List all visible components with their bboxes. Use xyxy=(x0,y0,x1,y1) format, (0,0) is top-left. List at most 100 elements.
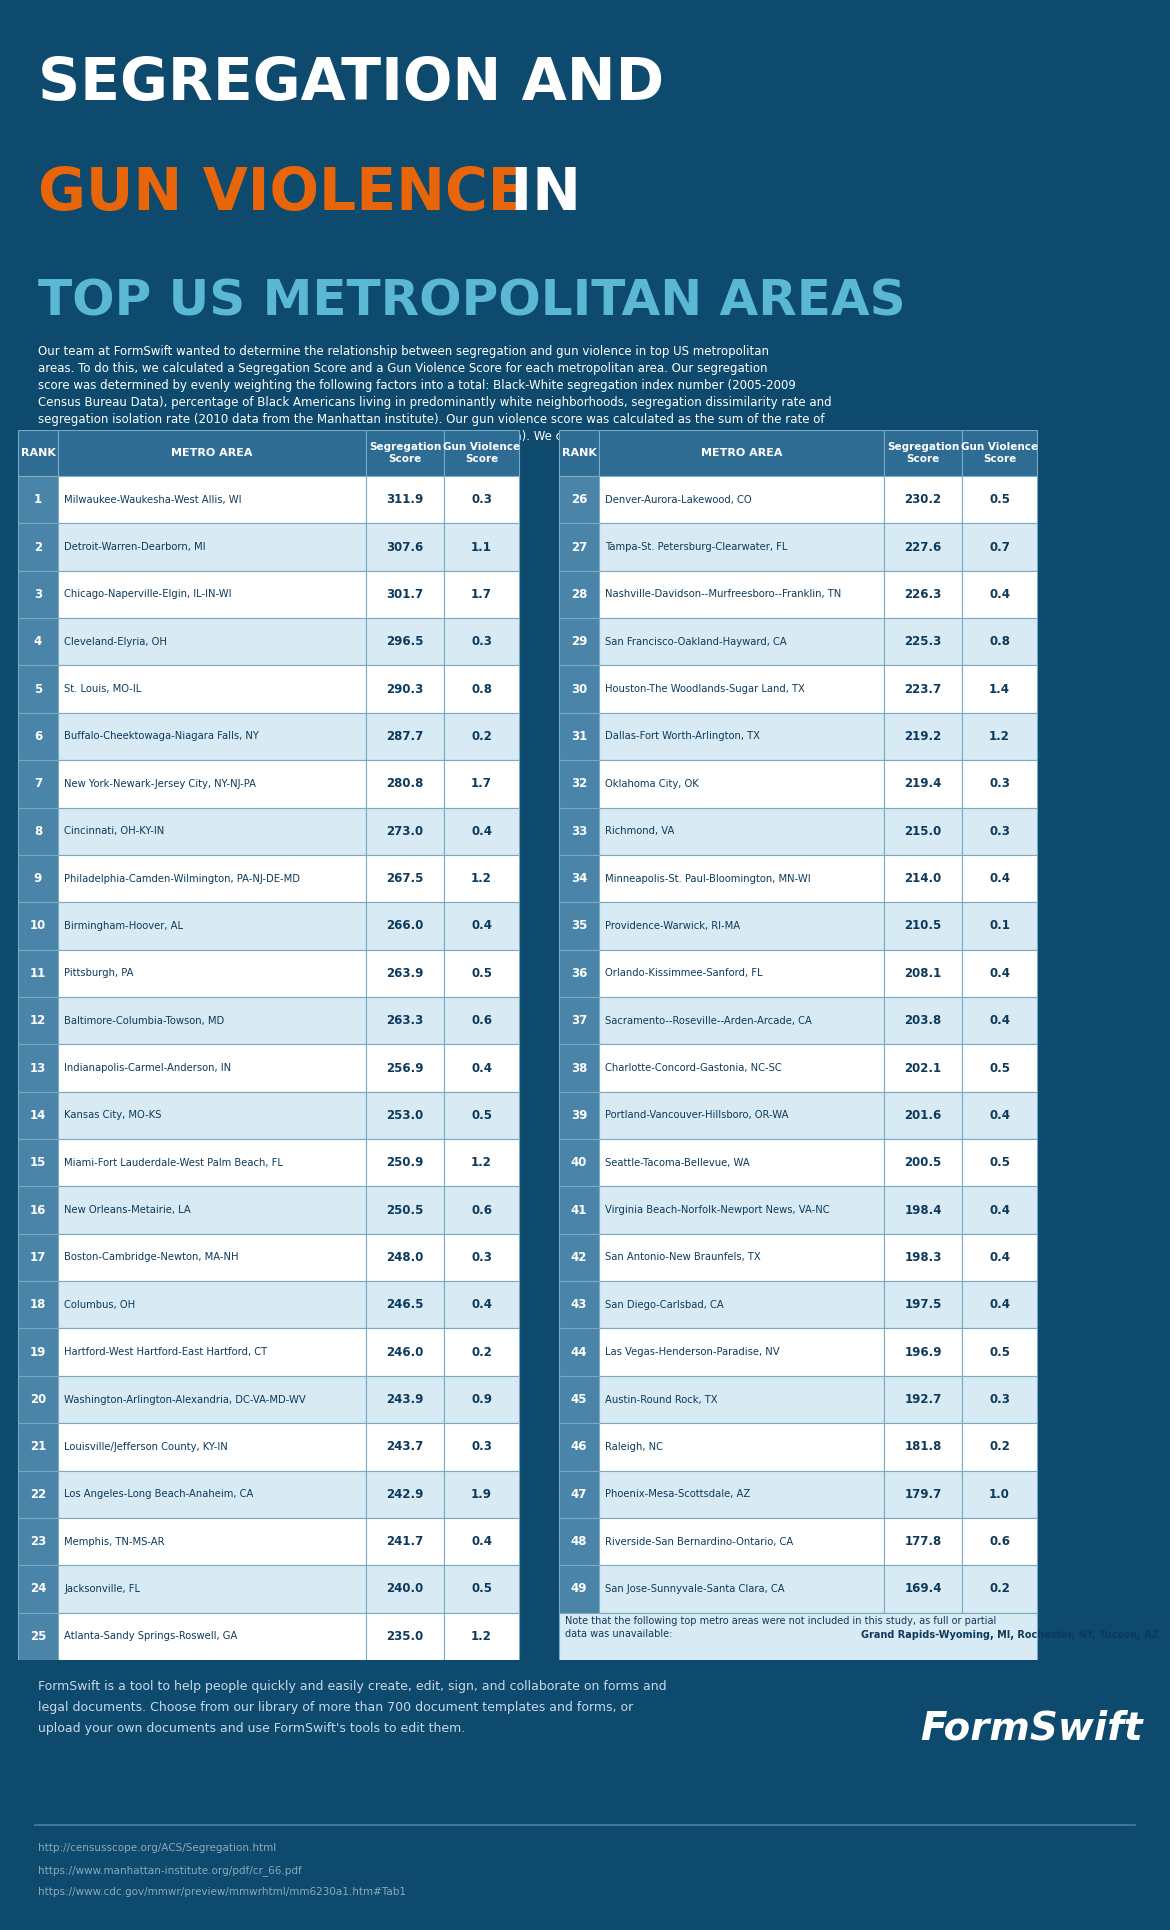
Text: 0.3: 0.3 xyxy=(472,635,491,648)
Text: 0.5: 0.5 xyxy=(989,494,1010,506)
Text: 0.4: 0.4 xyxy=(472,824,493,838)
Bar xyxy=(58,1139,366,1187)
Bar xyxy=(559,1422,599,1471)
Text: 39: 39 xyxy=(571,1110,587,1121)
Text: 266.0: 266.0 xyxy=(386,919,424,932)
Bar xyxy=(58,1187,366,1233)
Bar xyxy=(962,1471,1037,1517)
Bar xyxy=(962,760,1037,807)
Bar xyxy=(559,1092,599,1139)
Text: RANK: RANK xyxy=(562,448,597,457)
Text: 235.0: 235.0 xyxy=(386,1629,424,1642)
Bar xyxy=(58,1233,366,1282)
Text: 10: 10 xyxy=(30,919,46,932)
Bar xyxy=(18,760,58,807)
Text: Segregation
Score: Segregation Score xyxy=(369,442,441,463)
Bar xyxy=(18,807,58,855)
Bar xyxy=(559,666,599,712)
Text: Atlanta-Sandy Springs-Roswell, GA: Atlanta-Sandy Springs-Roswell, GA xyxy=(64,1631,238,1640)
Text: Kansas City, MO-KS: Kansas City, MO-KS xyxy=(64,1110,161,1119)
Text: 7: 7 xyxy=(34,778,42,791)
Text: 311.9: 311.9 xyxy=(386,494,424,506)
Text: TOP US METROPOLITAN AREAS: TOP US METROPOLITAN AREAS xyxy=(37,278,906,326)
Bar xyxy=(962,712,1037,760)
Text: Baltimore-Columbia-Towson, MD: Baltimore-Columbia-Towson, MD xyxy=(64,1015,225,1025)
Text: 37: 37 xyxy=(571,1013,587,1027)
Text: 0.4: 0.4 xyxy=(989,967,1010,980)
Text: 250.9: 250.9 xyxy=(386,1156,424,1170)
Text: 43: 43 xyxy=(571,1299,587,1310)
Text: Memphis, TN-MS-AR: Memphis, TN-MS-AR xyxy=(64,1536,165,1546)
Bar xyxy=(599,1565,885,1613)
Text: Cleveland-Elyria, OH: Cleveland-Elyria, OH xyxy=(64,637,167,647)
Bar xyxy=(962,807,1037,855)
Text: 1: 1 xyxy=(34,494,42,506)
Text: New York-Newark-Jersey City, NY-NJ-PA: New York-Newark-Jersey City, NY-NJ-PA xyxy=(64,780,256,789)
Text: 40: 40 xyxy=(571,1156,587,1170)
Bar xyxy=(962,1328,1037,1376)
Text: Louisville/Jefferson County, KY-IN: Louisville/Jefferson County, KY-IN xyxy=(64,1442,228,1451)
Bar xyxy=(18,477,58,523)
Text: 230.2: 230.2 xyxy=(904,494,942,506)
Text: 267.5: 267.5 xyxy=(386,872,424,886)
Bar xyxy=(962,855,1037,901)
Text: 0.4: 0.4 xyxy=(472,1062,493,1075)
Text: 0.4: 0.4 xyxy=(989,872,1010,886)
Text: 0.3: 0.3 xyxy=(472,1251,491,1264)
Bar xyxy=(58,1044,366,1092)
Text: 202.1: 202.1 xyxy=(904,1062,942,1075)
Bar xyxy=(366,1139,443,1187)
Text: Note that the following top metro areas were not included in this study, as full: Note that the following top metro areas … xyxy=(565,1615,996,1639)
Text: 16: 16 xyxy=(29,1204,46,1216)
Text: 210.5: 210.5 xyxy=(904,919,942,932)
Bar xyxy=(18,430,58,477)
Text: 253.0: 253.0 xyxy=(386,1110,424,1121)
Text: 219.4: 219.4 xyxy=(904,778,942,791)
Bar xyxy=(366,901,443,950)
Text: 215.0: 215.0 xyxy=(904,824,942,838)
Bar xyxy=(18,1282,58,1328)
Bar xyxy=(559,807,599,855)
Bar xyxy=(443,1328,519,1376)
Text: 20: 20 xyxy=(30,1393,46,1407)
Text: 25: 25 xyxy=(29,1629,46,1642)
Text: 0.5: 0.5 xyxy=(989,1062,1010,1075)
Text: 1.2: 1.2 xyxy=(472,1156,491,1170)
Bar xyxy=(885,1092,962,1139)
Text: San Diego-Carlsbad, CA: San Diego-Carlsbad, CA xyxy=(605,1299,724,1310)
Bar xyxy=(443,1422,519,1471)
Text: 6: 6 xyxy=(34,730,42,743)
Bar xyxy=(559,950,599,998)
Text: Tampa-St. Petersburg-Clearwater, FL: Tampa-St. Petersburg-Clearwater, FL xyxy=(605,542,787,552)
Bar xyxy=(962,950,1037,998)
Bar xyxy=(962,1565,1037,1613)
Text: Chicago-Naperville-Elgin, IL-IN-WI: Chicago-Naperville-Elgin, IL-IN-WI xyxy=(64,589,232,600)
Bar xyxy=(885,1328,962,1376)
Bar xyxy=(58,855,366,901)
Text: 226.3: 226.3 xyxy=(904,589,942,600)
Bar xyxy=(885,1187,962,1233)
Text: 246.0: 246.0 xyxy=(386,1345,424,1359)
Text: 227.6: 227.6 xyxy=(904,540,942,554)
Text: 246.5: 246.5 xyxy=(386,1299,424,1310)
Bar xyxy=(559,1376,599,1422)
Bar xyxy=(885,855,962,901)
Bar xyxy=(366,760,443,807)
Bar xyxy=(18,1044,58,1092)
Text: 1.1: 1.1 xyxy=(472,540,491,554)
Text: 0.4: 0.4 xyxy=(989,1251,1010,1264)
Text: 44: 44 xyxy=(571,1345,587,1359)
Bar xyxy=(18,1187,58,1233)
Text: 0.4: 0.4 xyxy=(989,1204,1010,1216)
Bar xyxy=(962,430,1037,477)
Text: 0.6: 0.6 xyxy=(989,1534,1010,1548)
Text: Philadelphia-Camden-Wilmington, PA-NJ-DE-MD: Philadelphia-Camden-Wilmington, PA-NJ-DE… xyxy=(64,874,300,884)
Text: 201.6: 201.6 xyxy=(904,1110,942,1121)
Bar xyxy=(58,1471,366,1517)
Text: Gun Violence
Score: Gun Violence Score xyxy=(961,442,1038,463)
Text: 307.6: 307.6 xyxy=(386,540,424,554)
Text: Richmond, VA: Richmond, VA xyxy=(605,826,674,836)
Text: 19: 19 xyxy=(29,1345,46,1359)
Text: 8: 8 xyxy=(34,824,42,838)
Text: 47: 47 xyxy=(571,1488,587,1502)
